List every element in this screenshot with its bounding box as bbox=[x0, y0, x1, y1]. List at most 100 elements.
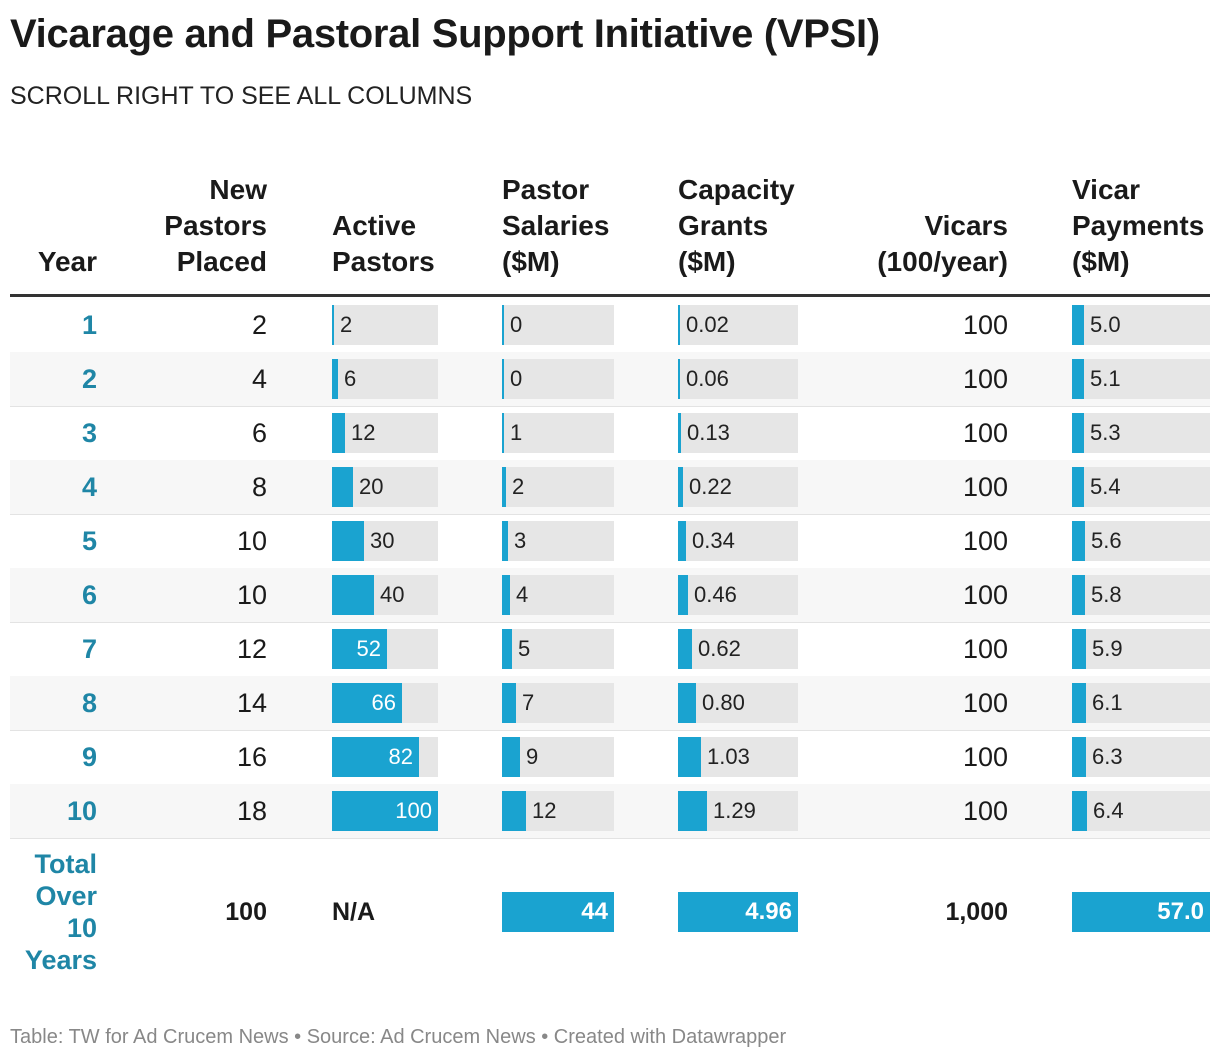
header-vicars[interactable]: Vicars (100/year) bbox=[877, 210, 1008, 277]
bar-capacity-grants bbox=[678, 683, 696, 723]
bar-track-capacity-grants: 1.29 bbox=[678, 791, 798, 831]
cell-vicars: 100 bbox=[962, 796, 1008, 826]
bar-vicar-payments bbox=[1072, 575, 1085, 615]
bar-pastor-salaries bbox=[502, 575, 510, 615]
bar-track-pastor-salaries: 4 bbox=[502, 575, 614, 615]
bar-track-pastor-salaries: 7 bbox=[502, 683, 614, 723]
bar-track-pastor-salaries: 3 bbox=[502, 521, 614, 561]
cell-vicars: 100 bbox=[962, 364, 1008, 394]
bar-track-pastor-salaries: 9 bbox=[502, 737, 614, 777]
cell-new-pastors: 12 bbox=[236, 634, 267, 664]
bar-track-pastor-salaries: 0 bbox=[502, 305, 614, 345]
bar-label-vicar-payments: 5.0 bbox=[1090, 312, 1121, 337]
bar-track-capacity-grants: 0.34 bbox=[678, 521, 798, 561]
total-capacity-grants-bar: 4.96 bbox=[678, 892, 798, 932]
bar-pastor-salaries bbox=[502, 413, 504, 453]
total-pastor-salaries-bar: 44 bbox=[502, 892, 614, 932]
table-row: 6 10 100 40 4 0.46 5.8 bbox=[10, 568, 1210, 623]
table-row: 3 6 100 12 1 0.13 5.3 bbox=[10, 406, 1210, 461]
bar-label-pastor-salaries: 0 bbox=[510, 366, 523, 391]
bar-track-vicar-payments: 5.3 bbox=[1072, 413, 1210, 453]
header-rule bbox=[10, 294, 1210, 297]
bar-vicar-payments bbox=[1072, 467, 1084, 507]
bar-track-active-pastors: 20 bbox=[332, 467, 438, 507]
bar-pastor-salaries bbox=[502, 737, 520, 777]
bar-track-pastor-salaries: 5 bbox=[502, 629, 614, 669]
cell-year: 4 bbox=[81, 472, 97, 502]
cell-vicars: 100 bbox=[962, 472, 1008, 502]
bar-label-capacity-grants: 1.29 bbox=[713, 798, 756, 823]
bar-label-active-pastors: 2 bbox=[340, 312, 353, 337]
bar-label-capacity-grants: 0.22 bbox=[689, 474, 732, 499]
bar-capacity-grants bbox=[678, 359, 680, 399]
bar-track-vicar-payments: 6.4 bbox=[1072, 791, 1210, 831]
bar-active-pastors bbox=[332, 467, 353, 507]
cell-new-pastors: 8 bbox=[251, 472, 267, 502]
bar-active-pastors bbox=[332, 359, 338, 399]
header-pastor-salaries[interactable]: Pastor Salaries ($M) bbox=[502, 174, 610, 277]
bar-label-active-pastors: 100 bbox=[395, 798, 432, 823]
bar-label-active-pastors: 82 bbox=[388, 744, 413, 769]
bar-track-vicar-payments: 5.0 bbox=[1072, 305, 1210, 345]
cell-new-pastors: 10 bbox=[236, 580, 267, 610]
bar-pastor-salaries bbox=[502, 359, 504, 399]
table-row: 8 14 100 66 7 0.80 6.1 bbox=[10, 676, 1210, 731]
cell-year: 2 bbox=[81, 364, 97, 394]
header-new-pastors[interactable]: New Pastors Placed bbox=[164, 174, 267, 277]
total-active-pastors: N/A bbox=[332, 898, 376, 926]
bar-track-vicar-payments: 5.6 bbox=[1072, 521, 1210, 561]
bar-active-pastors bbox=[332, 737, 419, 777]
bar-label-capacity-grants: 1.03 bbox=[707, 744, 750, 769]
bar-pastor-salaries bbox=[502, 629, 512, 669]
bar-label-vicar-payments: 5.9 bbox=[1092, 636, 1123, 661]
bar-label-vicar-payments: 5.1 bbox=[1090, 366, 1121, 391]
chart-title: Vicarage and Pastoral Support Initiative… bbox=[10, 12, 880, 56]
bar-label-capacity-grants: 0.06 bbox=[686, 366, 729, 391]
header-year[interactable]: Year bbox=[37, 246, 97, 277]
bar-label-capacity-grants: 0.62 bbox=[698, 636, 741, 661]
bar-track-active-pastors: 2 bbox=[332, 305, 438, 345]
bar-capacity-grants bbox=[678, 575, 688, 615]
bar-label-active-pastors: 52 bbox=[356, 636, 381, 661]
bar-vicar-payments bbox=[1072, 305, 1084, 345]
cell-vicars: 100 bbox=[962, 418, 1008, 448]
cell-year: 9 bbox=[81, 742, 97, 772]
cell-new-pastors: 10 bbox=[236, 526, 267, 556]
bar-track-capacity-grants: 0.22 bbox=[678, 467, 798, 507]
bar-capacity-grants bbox=[678, 791, 707, 831]
bar-label-vicar-payments: 5.4 bbox=[1090, 474, 1121, 499]
bar-capacity-grants bbox=[678, 467, 683, 507]
cell-vicars: 100 bbox=[962, 688, 1008, 718]
bar-pastor-salaries bbox=[502, 305, 504, 345]
bar-label-active-pastors: 12 bbox=[351, 420, 376, 445]
bar-label-capacity-grants: 0.13 bbox=[687, 420, 730, 445]
header-active-pastors[interactable]: Active Pastors bbox=[332, 210, 435, 277]
table-row: 4 8 100 20 2 0.22 5.4 bbox=[10, 460, 1210, 515]
bar-label-vicar-payments: 6.1 bbox=[1092, 690, 1123, 715]
total-vicars: 1,000 bbox=[945, 898, 1008, 926]
bar-active-pastors bbox=[332, 521, 364, 561]
bar-track-capacity-grants: 0.02 bbox=[678, 305, 798, 345]
bar-track-capacity-grants: 0.06 bbox=[678, 359, 798, 399]
bar-capacity-grants bbox=[678, 737, 701, 777]
table-row: 9 16 100 82 9 1.03 6.3 bbox=[10, 730, 1210, 785]
bar-track-active-pastors: 30 bbox=[332, 521, 438, 561]
bar-vicar-payments bbox=[1072, 629, 1086, 669]
bar-label-vicar-payments: 5.8 bbox=[1091, 582, 1122, 607]
bar-pastor-salaries bbox=[502, 521, 508, 561]
header-capacity-grants[interactable]: Capacity Grants ($M) bbox=[678, 174, 795, 277]
bar-track-vicar-payments: 5.8 bbox=[1072, 575, 1210, 615]
cell-year: 8 bbox=[81, 688, 97, 718]
cell-vicars: 100 bbox=[962, 742, 1008, 772]
bar-label-pastor-salaries: 5 bbox=[518, 636, 531, 661]
bar-track-vicar-payments: 5.1 bbox=[1072, 359, 1210, 399]
cell-new-pastors: 2 bbox=[251, 310, 267, 340]
header-vicar-payments[interactable]: Vicar Payments ($M) bbox=[1072, 174, 1205, 277]
bar-label-pastor-salaries: 9 bbox=[526, 744, 539, 769]
bar-track-vicar-payments: 5.4 bbox=[1072, 467, 1210, 507]
bar-vicar-payments bbox=[1072, 737, 1086, 777]
cell-new-pastors: 18 bbox=[236, 796, 267, 826]
table-row: 2 4 100 6 0 0.06 5.1 bbox=[10, 352, 1210, 407]
bar-label-active-pastors: 66 bbox=[371, 690, 396, 715]
bar-label-active-pastors: 30 bbox=[370, 528, 395, 553]
